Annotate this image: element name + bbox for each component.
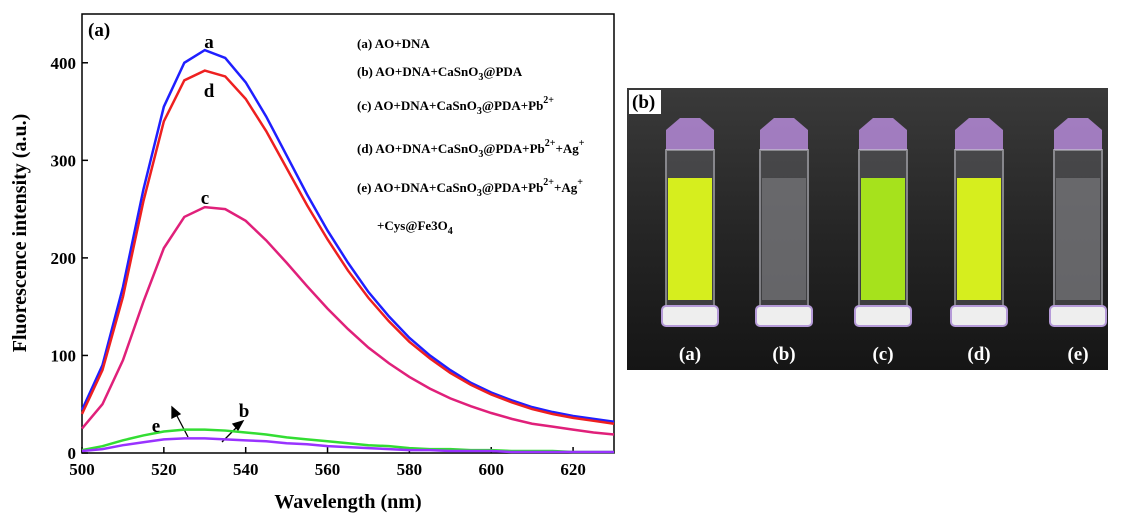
vial-liquid [861,178,905,300]
y-tick-label: 400 [51,54,77,73]
legend-entry: (e) AO+DNA+CaSnO3@PDA+Pb2++Ag+ [357,177,583,199]
figure: (a) Wavelength (nm) Fluorescence intensi… [0,0,1121,514]
arrow-head [172,407,180,418]
arrow [176,414,188,437]
legend-entry: (a) AO+DNA [357,36,430,51]
x-tick-label: 580 [397,460,423,479]
curve [82,71,614,424]
x-tick-label: 600 [478,460,504,479]
vial-liquid [762,178,806,300]
vial-liquid [1056,178,1100,300]
photo-label: (b) [632,92,655,113]
vial-label: (d) [967,344,990,365]
x-tick-label: 560 [315,460,341,479]
x-tick-label: 540 [233,460,259,479]
vial-label: (c) [872,344,893,365]
curve [82,207,614,434]
curve-label: b [239,401,250,422]
curve-label: e [152,416,160,437]
curve-label: a [204,32,214,53]
y-tick-label: 100 [51,346,77,365]
y-tick-label: 200 [51,249,77,268]
curve-label: c [201,188,209,209]
vial-base [662,306,718,326]
curve-label: d [204,81,215,102]
vial-label: (e) [1067,344,1088,365]
legend-entry: (c) AO+DNA+CaSnO3@PDA+Pb2+ [357,95,554,117]
x-tick-label: 620 [560,460,586,479]
y-tick-label: 0 [68,444,77,463]
vial-base [756,306,812,326]
x-tick-label: 520 [151,460,177,479]
legend-entry: (d) AO+DNA+CaSnO3@PDA+Pb2++Ag+ [357,138,585,160]
panel-label: (a) [88,20,110,41]
vial-liquid [957,178,1001,300]
vial-base [855,306,911,326]
x-axis-title: Wavelength (nm) [274,491,421,513]
plot-frame [82,14,614,453]
legend-entry: +Cys@Fe3O4 [377,218,453,237]
vial-base [1050,306,1106,326]
arrows [172,407,243,442]
vial-label: (b) [772,344,795,365]
vial-liquid [668,178,712,300]
vial-base [951,306,1007,326]
y-tick-label: 300 [51,151,77,170]
y-axis-title: Fluorescence intensity (a.u.) [9,114,31,353]
vial-label: (a) [679,344,701,365]
legend-entry: (b) AO+DNA+CaSnO3@PDA [357,64,523,83]
